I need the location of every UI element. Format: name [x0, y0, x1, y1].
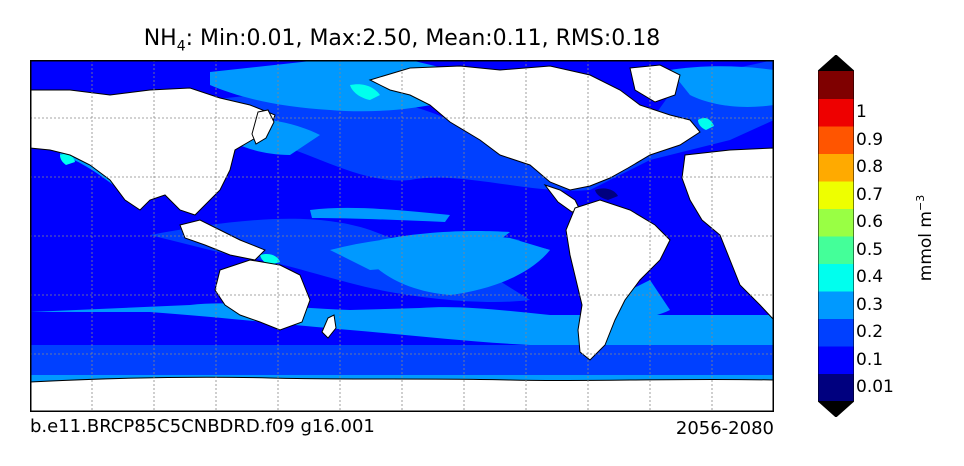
unit-base: mmol m	[915, 211, 936, 282]
colorbar-tick-label: 0.1	[856, 349, 884, 370]
unit-exponent: −3	[914, 194, 928, 211]
title-species: NH	[143, 26, 177, 51]
colorbar-segment	[818, 153, 854, 182]
land-antarctica	[30, 376, 774, 412]
colorbar-tick-label: 0.9	[856, 129, 884, 150]
colorbar-tick-label: 0.6	[856, 212, 884, 233]
ocean-map	[30, 60, 774, 412]
colorbar-tick-label: 0.5	[856, 239, 884, 260]
colorbar-top-triangle	[818, 55, 854, 71]
colorbar-tick-label: 0.2	[856, 322, 884, 343]
colorbar-segment	[818, 71, 854, 99]
land-japan	[251, 109, 275, 145]
time-period: 2056-2080	[675, 418, 774, 439]
colorbar-segment	[818, 263, 854, 292]
map-title: NH4: Min:0.01, Max:2.50, Mean:0.11, RMS:…	[30, 26, 774, 54]
case-name: b.e11.BRCP85C5CNBDRD.f09 g16.001	[30, 416, 375, 437]
title-stats: : Min:0.01, Max:2.50, Mean:0.11, RMS:0.1…	[185, 26, 661, 51]
land-eurasia-west	[30, 87, 276, 216]
colorbar-tick-label: 0.8	[856, 157, 884, 178]
colorbar-tick-label: 0.01	[856, 377, 894, 398]
colorbar	[818, 55, 854, 417]
colorbar-segment	[818, 181, 854, 209]
colorbar-bottom-triangle	[818, 401, 854, 417]
land-greenland	[629, 64, 681, 103]
graticule	[30, 60, 774, 412]
colorbar-segment	[818, 346, 854, 374]
land-new-zealand	[321, 314, 337, 339]
land-se-asia	[179, 219, 266, 261]
title-subscript: 4	[176, 38, 186, 55]
colorbar-segment	[818, 373, 854, 402]
colorbar-segment	[818, 126, 854, 154]
colorbar-segment	[818, 236, 854, 264]
colorbar-segment	[818, 291, 854, 319]
colorbar-tick-label: 0.4	[856, 267, 884, 288]
land-africa	[681, 147, 774, 321]
colorbar-tick-label: 1	[856, 102, 867, 123]
land-north-america	[368, 65, 701, 191]
colorbar-tick-label: 0.3	[856, 294, 884, 315]
colorbar-segment	[818, 98, 854, 127]
colorbar-segment	[818, 208, 854, 237]
ocean-low-region	[595, 188, 618, 200]
map-frame	[30, 60, 774, 412]
land-south-america	[565, 199, 671, 361]
colorbar-unit: mmol m−3	[914, 195, 936, 281]
colorbar-tick-label: 0.7	[856, 184, 884, 205]
colorbar-segment	[818, 318, 854, 347]
